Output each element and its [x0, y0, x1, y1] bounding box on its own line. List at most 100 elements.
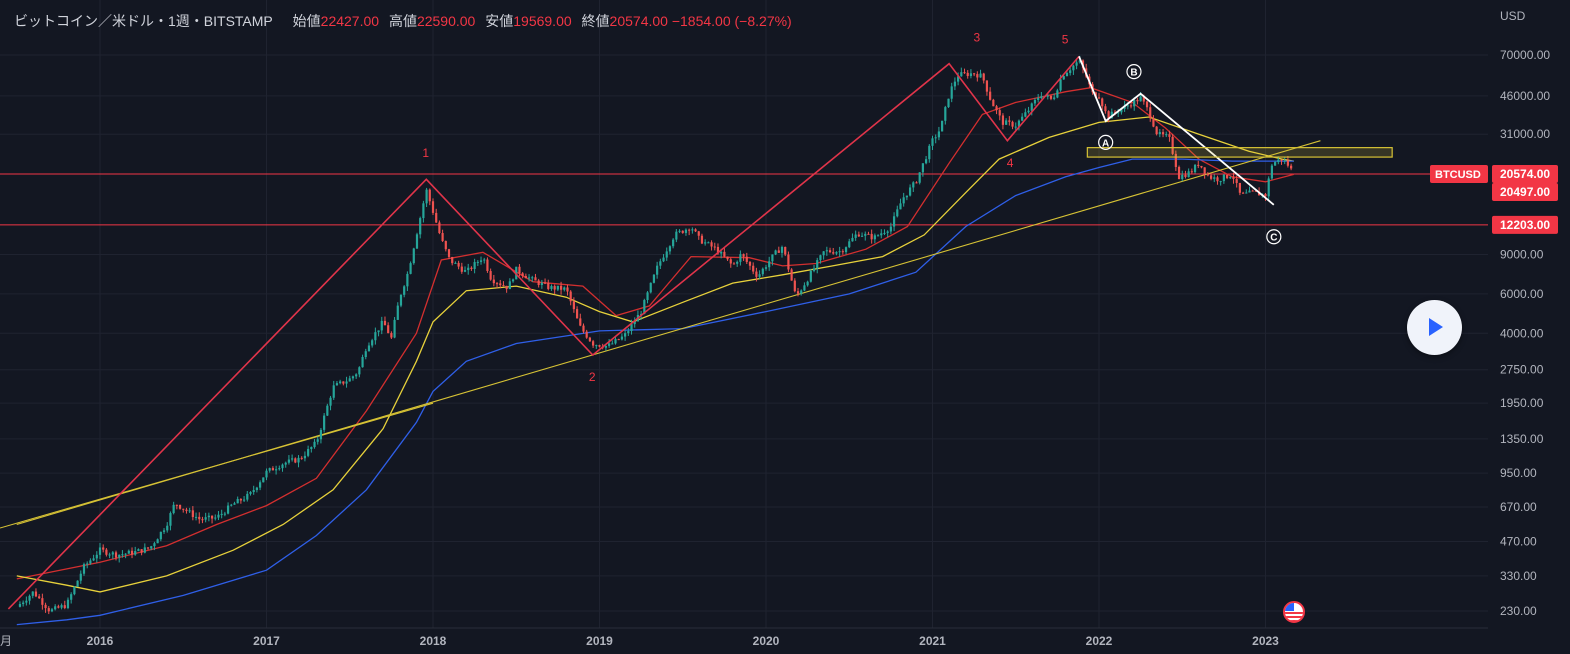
candle-body — [419, 218, 422, 235]
candle — [1145, 100, 1149, 111]
candle-body — [297, 457, 300, 463]
candle — [291, 454, 294, 462]
candle-body — [460, 266, 463, 272]
candle — [527, 274, 531, 282]
candle-body — [1219, 181, 1222, 183]
candle — [758, 270, 761, 279]
candle-body — [1225, 174, 1229, 179]
candle-body — [1017, 120, 1021, 127]
candle-body — [1181, 174, 1184, 180]
candle — [627, 327, 630, 337]
candle — [102, 544, 105, 553]
candle — [604, 345, 608, 351]
candle-body — [268, 468, 271, 471]
candle — [966, 70, 969, 79]
candle-body — [95, 554, 98, 559]
candle — [1274, 160, 1277, 166]
y-tick-label: 9000.00 — [1500, 247, 1544, 261]
candle-body — [153, 543, 156, 547]
candle-body — [1097, 97, 1101, 99]
candle — [127, 549, 130, 554]
candle-body — [1177, 166, 1181, 180]
candle-body — [310, 447, 313, 450]
close-label: 終値 — [581, 13, 610, 29]
candle — [1065, 71, 1069, 77]
x-tick-label: 2019 — [586, 634, 613, 648]
candle-body — [816, 260, 819, 269]
candle-body — [739, 254, 742, 262]
candle-body — [1251, 190, 1254, 192]
candle-body — [1290, 165, 1293, 169]
candle — [585, 329, 588, 339]
candle — [175, 504, 178, 510]
candle-body — [217, 514, 220, 518]
candle-body — [614, 339, 617, 344]
candle-body — [1059, 79, 1062, 91]
candle-body — [499, 283, 502, 286]
candle — [1209, 173, 1213, 181]
candle-body — [1245, 192, 1248, 194]
candle — [691, 227, 694, 234]
candle-body — [284, 462, 287, 465]
candle — [454, 261, 457, 264]
candle-body — [1107, 111, 1110, 119]
candle — [1232, 172, 1235, 184]
candle-body — [953, 81, 957, 87]
candle — [246, 491, 249, 502]
replay-play-button[interactable] — [1407, 300, 1462, 355]
candle-body — [989, 91, 992, 100]
candle — [944, 105, 947, 125]
candle — [790, 268, 793, 281]
candle — [784, 246, 787, 257]
candle-body — [463, 270, 467, 272]
candle — [707, 241, 710, 244]
candle-body — [479, 260, 483, 262]
candle-body — [476, 261, 479, 263]
candle-body — [1145, 101, 1149, 108]
candle-body — [233, 503, 236, 505]
candle-body — [307, 449, 310, 456]
candle-body — [1248, 190, 1251, 193]
us-flag-icon[interactable] — [1283, 601, 1305, 623]
candle-body — [146, 547, 150, 549]
candle — [729, 257, 732, 268]
candle-body — [431, 201, 435, 213]
ma-yellow-line — [16, 116, 1294, 593]
candle-body — [800, 290, 803, 294]
candle — [1017, 119, 1021, 131]
candle-body — [790, 269, 793, 281]
candle-body — [941, 120, 944, 132]
change-value: −1854.00 (−8.27%) — [671, 13, 792, 29]
candle — [460, 262, 463, 274]
candle — [963, 68, 966, 74]
candle-body — [351, 376, 355, 379]
y-tick-label: 70000.00 — [1500, 48, 1550, 62]
candle — [1101, 97, 1104, 111]
candle — [207, 512, 210, 522]
candle — [89, 558, 92, 565]
candle — [1197, 160, 1200, 169]
candle — [1219, 180, 1222, 186]
candle-body — [1133, 99, 1136, 107]
candle — [233, 501, 236, 505]
candle-body — [784, 246, 787, 255]
candle — [310, 446, 313, 453]
candle-body — [25, 600, 28, 603]
candle-body — [143, 547, 146, 553]
candle-body — [403, 286, 406, 295]
candle — [98, 543, 102, 560]
wave-label-5: 5 — [1062, 33, 1069, 47]
candle — [1177, 165, 1181, 180]
trendline-old — [0, 402, 434, 529]
open-value: 22427.00 — [320, 13, 380, 29]
candle — [579, 313, 582, 327]
candle-body — [694, 229, 697, 232]
candle — [486, 257, 489, 273]
candle-body — [748, 261, 752, 266]
candle — [812, 264, 816, 273]
candle — [162, 528, 166, 534]
candle-body — [854, 234, 857, 238]
candle-body — [835, 252, 838, 254]
candle — [556, 285, 559, 292]
